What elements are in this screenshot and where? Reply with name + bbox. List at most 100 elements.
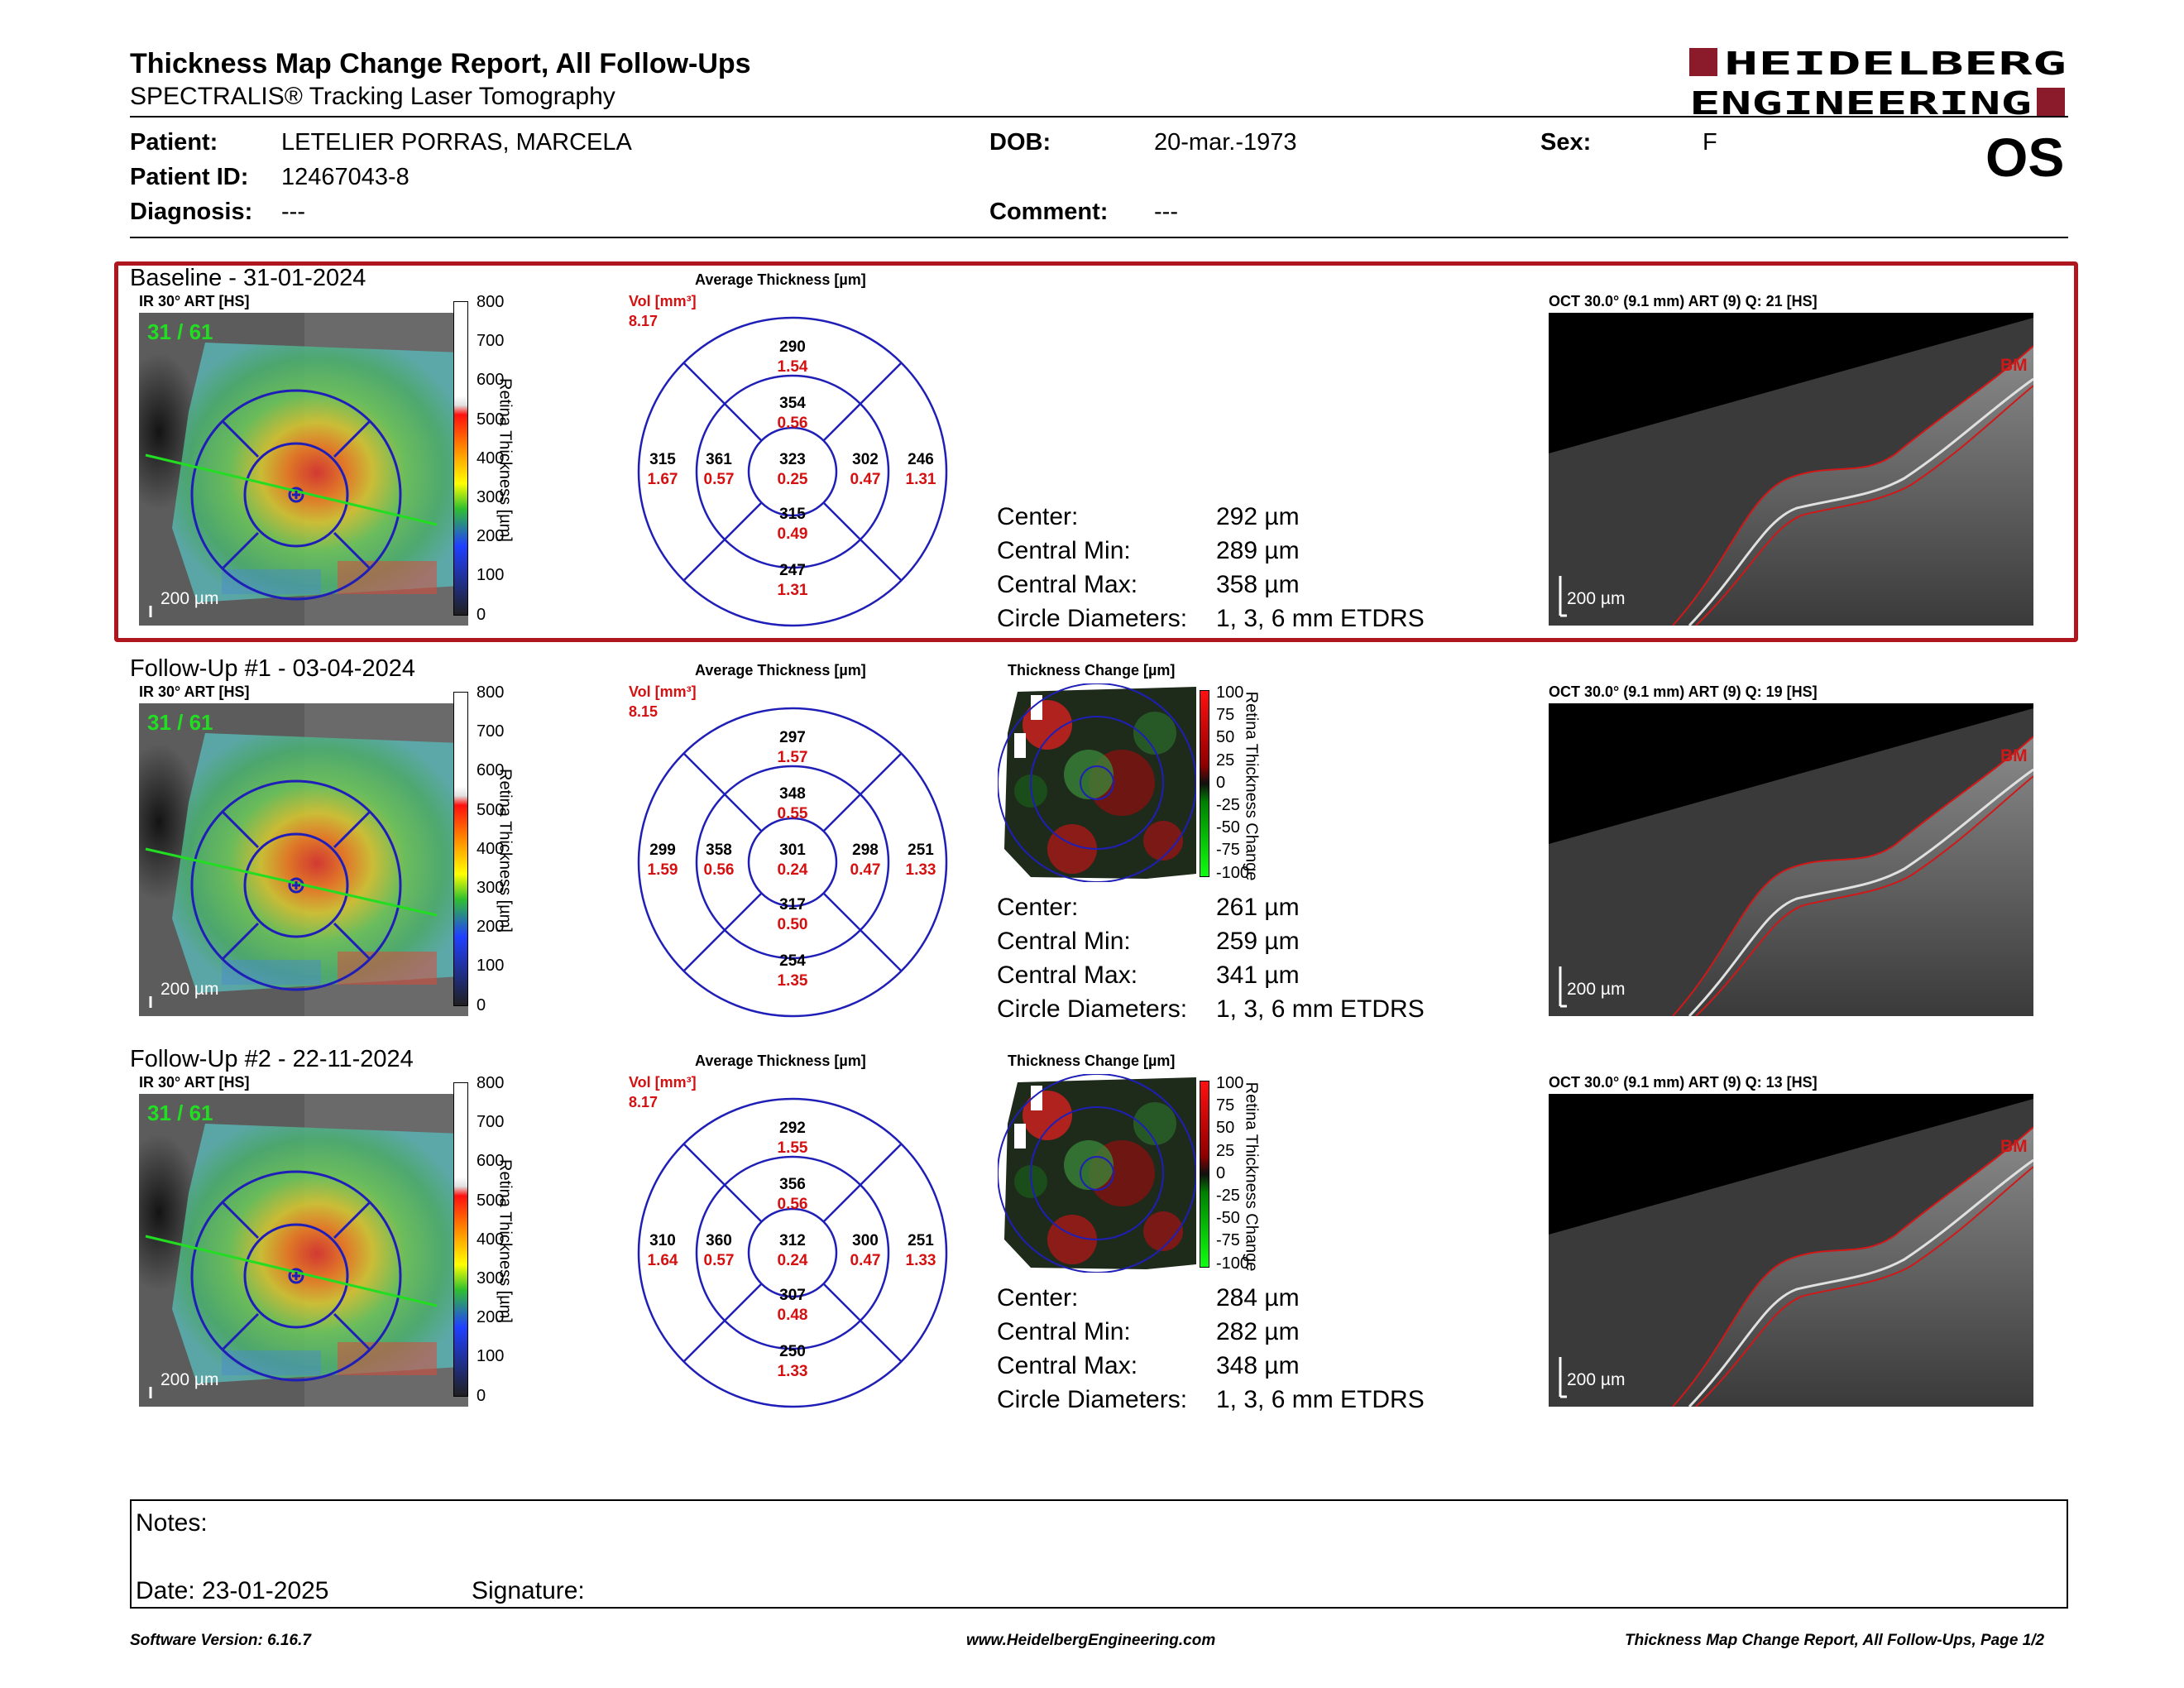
sector-right-inner: 300 0.47 [832, 1231, 898, 1271]
sector-volume: 1.33 [777, 1363, 808, 1380]
change-tick: -50 [1216, 818, 1240, 837]
scale-tick: 200 [477, 918, 505, 937]
sector-bottom-inner: 317 0.50 [759, 895, 826, 935]
sector-volume: 0.24 [777, 861, 808, 879]
sector-volume: 0.56 [703, 861, 735, 879]
sector-thickness: 361 [706, 451, 732, 468]
etdrs-grid [637, 316, 948, 627]
ir-label: IR 30° ART [HS] [139, 683, 250, 700]
sector-thickness: 250 [779, 1343, 806, 1360]
change-tick: 100 [1216, 1074, 1244, 1092]
change-tick: 25 [1216, 750, 1235, 770]
sector-volume: 1.33 [905, 861, 936, 879]
sector-thickness: 251 [908, 1232, 934, 1249]
scale-tick: 500 [477, 1191, 505, 1210]
sector-volume: 1.57 [777, 749, 808, 766]
change-tick: 0 [1216, 773, 1226, 792]
stat-label-center: Center: [997, 894, 1079, 921]
frame-count: 31 / 61 [147, 319, 213, 344]
total-volume: 8.17 [629, 313, 659, 329]
scale-axis-label: Retina Thickness [µm] [496, 378, 515, 542]
scale-bar-label: 200 µm [160, 980, 219, 999]
scale-tick: 600 [477, 1152, 505, 1171]
header-divider [130, 116, 2068, 117]
sector-thickness: 254 [779, 952, 806, 970]
change-axis-label: Retina Thickness Change [1242, 1081, 1261, 1272]
sector-left-inner: 361 0.57 [686, 450, 752, 490]
volume-label: Vol [mm³] [629, 683, 697, 700]
website-link[interactable]: www.HeidelbergEngineering.com [966, 1632, 1216, 1649]
sector-thickness: 310 [649, 1232, 676, 1249]
change-tick: -75 [1216, 1231, 1240, 1250]
logo-line2: ENGINEERING [1689, 85, 2032, 119]
stat-label-diam: Circle Diameters: [997, 995, 1188, 1023]
scale-axis-label: Retina Thickness [µm] [496, 769, 515, 933]
oct-label: OCT 30.0° (9.1 mm) ART (9) Q: 21 [HS] [1549, 293, 1818, 309]
change-color-scale [1200, 690, 1209, 877]
stat-value-diam: 1, 3, 6 mm ETDRS [1216, 995, 1425, 1023]
patient-id-label: Patient ID: [130, 164, 249, 190]
sector-top-outer: 292 1.55 [759, 1119, 826, 1158]
change-title: Thickness Change [µm] [1008, 1053, 1176, 1069]
scale-tick: 500 [477, 410, 505, 429]
scale-bar-label: 200 µm [160, 589, 219, 608]
stat-value-max: 341 µm [1216, 961, 1300, 989]
stat-value-center: 261 µm [1216, 894, 1300, 921]
stat-label-max: Central Max: [997, 571, 1138, 598]
stat-value-min: 259 µm [1216, 928, 1300, 955]
sector-thickness: 315 [649, 451, 676, 468]
sector-volume: 0.48 [777, 1307, 808, 1324]
sector-thickness: 300 [852, 1232, 879, 1249]
diagnosis-label: Diagnosis: [130, 199, 253, 225]
etdrs-grid [637, 707, 948, 1018]
scale-tick: 500 [477, 800, 505, 819]
change-color-scale [1200, 1081, 1209, 1268]
sector-volume: 1.35 [777, 972, 808, 990]
avg-thickness-title: Average Thickness [µm] [695, 271, 866, 288]
scale-tick: 800 [477, 293, 505, 311]
bm-label: BM [2000, 1137, 2028, 1156]
fundus-thickness-map [139, 703, 468, 1016]
sector-right-outer: 251 1.33 [888, 841, 954, 880]
sector-bottom-outer: 250 1.33 [759, 1342, 826, 1382]
sector-thickness: 323 [779, 451, 806, 468]
total-volume: 8.17 [629, 1094, 659, 1110]
dob-label: DOB: [989, 129, 1051, 156]
sector-thickness: 315 [779, 506, 806, 523]
notes-box[interactable] [130, 1499, 2068, 1609]
sector-left-outer: 310 1.64 [630, 1231, 696, 1271]
sector-right-inner: 298 0.47 [832, 841, 898, 880]
change-tick: 75 [1216, 706, 1235, 725]
change-tick: -100 [1216, 863, 1250, 882]
sector-thickness: 246 [908, 451, 934, 468]
scale-tick: 400 [477, 1230, 505, 1249]
sector-left-inner: 358 0.56 [686, 841, 752, 880]
scale-tick: 300 [477, 488, 505, 506]
change-tick: -25 [1216, 796, 1240, 814]
sector-volume: 1.33 [905, 1252, 936, 1269]
patient-name: LETELIER PORRAS, MARCELA [281, 129, 632, 156]
stat-value-min: 289 µm [1216, 537, 1300, 564]
sector-thickness: 302 [852, 451, 879, 468]
sector-thickness: 358 [706, 842, 732, 859]
comment-label: Comment: [989, 199, 1109, 225]
thickness-color-scale [453, 301, 468, 616]
scale-tick: 300 [477, 879, 505, 897]
stat-label-diam: Circle Diameters: [997, 605, 1188, 632]
volume-label: Vol [mm³] [629, 293, 697, 309]
sector-right-outer: 246 1.31 [888, 450, 954, 490]
stat-value-max: 358 µm [1216, 571, 1300, 598]
sector-volume: 1.67 [647, 471, 678, 488]
fundus-thickness-map [139, 313, 468, 626]
report-title: Thickness Map Change Report, All Follow-… [130, 48, 751, 79]
scale-tick: 600 [477, 761, 505, 780]
scale-tick: 800 [477, 683, 505, 702]
sector-volume: 1.59 [647, 861, 678, 879]
sector-thickness: 356 [779, 1176, 806, 1193]
sector-volume: 0.47 [850, 471, 881, 488]
patient-id-value: 12467043-8 [281, 164, 410, 190]
sector-thickness: 307 [779, 1287, 806, 1304]
sector-thickness: 301 [779, 842, 806, 859]
stat-label-max: Central Max: [997, 961, 1138, 989]
logo-line1: HEIDELBERG [1724, 46, 2067, 82]
